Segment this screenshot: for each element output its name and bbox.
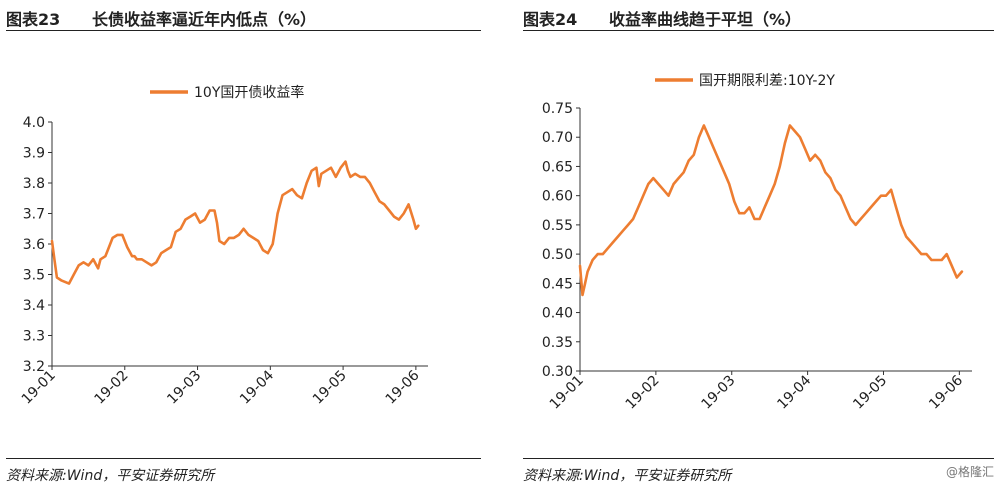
y-tick-label: 0.40 <box>542 306 573 322</box>
series-line <box>50 160 420 285</box>
right-figure-label: 图表24 <box>523 10 578 29</box>
right-source-note: 资料来源:Wind，平安证券研究所 <box>523 468 732 484</box>
left-figure-label: 图表23 <box>6 10 61 29</box>
watermark-text: @格隆汇 <box>945 465 994 479</box>
left-chart-title: 长债收益率逼近年内低点（%） <box>92 10 317 29</box>
legend-label: 国开期限利差:10Y-2Y <box>699 73 835 89</box>
y-tick-label: 0.75 <box>542 101 573 117</box>
y-tick-label: 0.45 <box>542 276 573 292</box>
right-chart-title: 收益率曲线趋于平坦（%） <box>609 10 802 29</box>
legend-label: 10Y国开债收益率 <box>194 84 304 101</box>
y-tick-label: 0.50 <box>542 247 573 263</box>
y-tick-label: 3.6 <box>23 237 45 253</box>
left-chart-panel: 图表23 长债收益率逼近年内低点（%） 4.0 3.9 3.8 3.7 3.6 3.5 3.… <box>0 0 487 489</box>
x-tick-label: 19-04 <box>237 367 277 407</box>
y-tick-label: 0.60 <box>542 189 573 205</box>
y-tick-label: 3.2 <box>23 359 45 375</box>
y-tick-label: 3.4 <box>23 298 45 314</box>
left-line-chart: 4.03.93.83.73.63.53.43.33.219-01 19-02 19-… <box>19 84 428 408</box>
y-tick-label: 3.8 <box>23 176 45 192</box>
y-tick-label: 0.65 <box>542 159 573 175</box>
x-tick-label: 19-02 <box>623 373 663 413</box>
y-tick-label: 3.3 <box>23 329 45 345</box>
left-title-row: 图表23 长债收益率逼近年内低点（%） <box>6 0 481 31</box>
right-source-row: 资料来源:Wind，平安证券研究所 <box>523 458 994 490</box>
x-tick-label: 19-03 <box>164 368 204 408</box>
y-tick-label: 0.35 <box>542 335 573 351</box>
right-chart-panel: 图表24 收益率曲线趋于平坦（%） 0.75 0.70 0.65 0.60 0.55 0.… <box>517 0 1000 489</box>
x-tick-label: 19-04 <box>774 372 814 412</box>
y-tick-label: 3.5 <box>23 268 45 284</box>
x-tick-label: 19-03 <box>698 373 738 413</box>
right-title-row: 图表24 收益率曲线趋于平坦（%） <box>523 0 994 31</box>
y-tick-label: 3.7 <box>23 207 45 223</box>
y-tick-label: 0.70 <box>542 130 573 146</box>
left-source-note: 资料来源:Wind，平安证券研究所 <box>6 468 215 484</box>
x-tick-label: 19-02 <box>92 368 132 408</box>
x-tick-label: 19-06 <box>926 372 966 412</box>
y-tick-label: 0.30 <box>542 364 573 380</box>
series-line <box>578 124 964 297</box>
y-tick-label: 3.9 <box>23 146 45 162</box>
y-tick-label: 0.55 <box>542 218 573 234</box>
right-line-chart: 0.75 0.70 0.65 0.60 0.55 0.50 0.45 0.40 0.35 0.30… <box>542 73 972 413</box>
x-tick-label: 19-05 <box>850 373 890 413</box>
x-tick-label: 19-05 <box>310 368 350 408</box>
left-source-row: 资料来源:Wind，平安证券研究所 <box>6 458 481 490</box>
y-tick-label: 4.0 <box>23 115 45 131</box>
x-tick-label: 19-06 <box>383 367 423 407</box>
